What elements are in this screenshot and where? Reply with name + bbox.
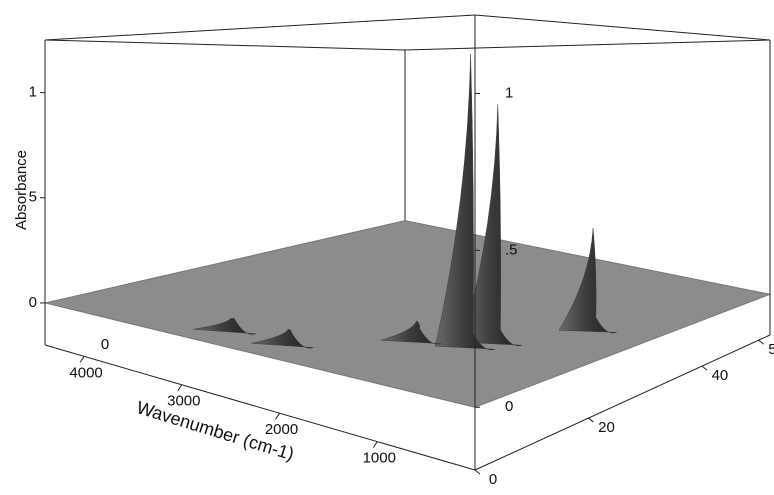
x-tick (177, 384, 183, 392)
box-edge (404, 39, 771, 51)
box (44, 14, 771, 248)
peak (251, 328, 314, 349)
surface-group (44, 54, 772, 408)
x-tick (275, 412, 280, 420)
peak (380, 320, 442, 345)
box-edge (44, 14, 476, 41)
y-tick (474, 469, 481, 475)
surface (44, 220, 772, 408)
box-edge (474, 14, 771, 41)
front-group: 1000200030004000020405000510.51 (29, 15, 774, 488)
z-tick-label: 0 (505, 398, 513, 415)
x-tick-label: 4000 (69, 364, 102, 381)
peak (558, 228, 617, 334)
x-tick-label: 3000 (167, 393, 200, 410)
peak (435, 54, 496, 351)
y-tick-label: 20 (598, 419, 615, 436)
y-tick (758, 339, 764, 345)
z-tick-label: .5 (505, 241, 518, 258)
x-tick (372, 441, 378, 448)
z-tick-label: 1 (29, 84, 37, 101)
box-edge (44, 39, 406, 51)
box-edge (474, 334, 771, 471)
x-tick-label: 1000 (363, 450, 396, 467)
x-tick (79, 356, 85, 363)
x-tick-label: 2000 (265, 421, 298, 438)
y-tick (588, 417, 594, 423)
y-tick-label: 0 (489, 471, 497, 488)
y-tick-label: 0 (101, 336, 109, 353)
y-tick (701, 365, 708, 371)
z-tick-label: 1 (505, 84, 513, 101)
y-tick-label: 40 (712, 367, 729, 384)
box-edge (44, 344, 476, 471)
y-tick-label: 50 (768, 341, 774, 358)
peak (462, 104, 523, 347)
peak (193, 317, 257, 335)
z-tick-label: 5 (29, 189, 37, 206)
z-tick-label: 0 (29, 294, 37, 311)
z-axis-label: Absorbance (13, 150, 30, 230)
